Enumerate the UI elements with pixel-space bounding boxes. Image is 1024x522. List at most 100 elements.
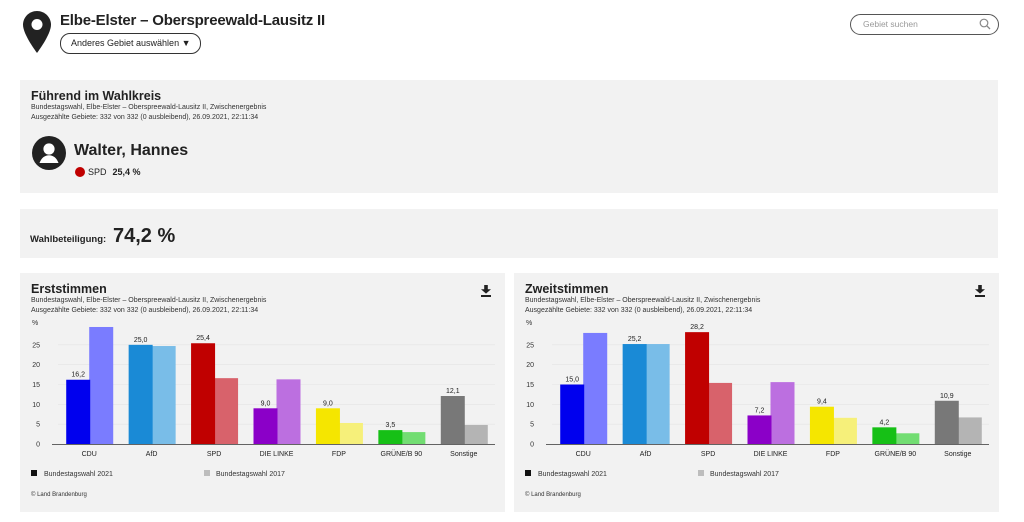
party-color-dot (75, 167, 85, 177)
legend-label: Bundestagswahl 2017 (216, 471, 285, 478)
zweitstimmen-chart: % 0 5 10 15 20 25 15,0 CDU 25,2 AfD 28,2 SPD 7,2 DIE L… (525, 320, 989, 478)
leading-title: Führend im Wahlkreis (31, 89, 162, 103)
copyright: © Land Brandenburg (525, 492, 581, 498)
map-pin-icon (23, 11, 51, 53)
y-axis-unit: % (32, 320, 38, 327)
chart-counted: Ausgezählte Gebiete: 332 von 332 (0 ausb… (31, 307, 259, 314)
zweitstimmen-panel: Zweitstimmen Bundestagswahl, Elbe-Elster… (514, 273, 999, 512)
leading-subtitle: Bundestagswahl, Elbe-Elster – Oberspreew… (31, 104, 267, 111)
data-label: 25,0 (134, 337, 148, 344)
download-icon[interactable] (975, 285, 985, 297)
data-label: 25,2 (628, 336, 642, 343)
data-label: 3,5 (385, 422, 395, 429)
y-tick-label: 15 (32, 382, 40, 389)
legend-swatch-2021 (31, 470, 37, 476)
bar-2021 (440, 396, 465, 444)
bar-2021 (685, 332, 710, 444)
y-tick-label: 0 (530, 442, 534, 449)
turnout-panel: Wahlbeteiligung: 74,2 % (20, 209, 998, 258)
bar-2017 (832, 417, 857, 444)
bar-2017 (708, 382, 733, 444)
x-tick-label: Sonstige (944, 451, 971, 458)
y-tick-label: 5 (36, 422, 40, 429)
leading-counted: Ausgezählte Gebiete: 332 von 332 (0 ausb… (31, 114, 259, 121)
bar-2021 (315, 408, 340, 444)
candidate-name: Walter, Hannes (74, 142, 189, 159)
data-label: 9,0 (261, 400, 271, 407)
x-tick-label: FDP (332, 451, 346, 458)
copyright: © Land Brandenburg (31, 492, 87, 498)
page-title: Elbe-Elster – Oberspreewald-Lausitz II (60, 12, 325, 29)
bar-2021 (191, 343, 216, 444)
select-area-button[interactable]: Anderes Gebiet auswählen ▼ (60, 33, 202, 54)
turnout-label: Wahlbeteiligung: (30, 234, 107, 245)
search-input[interactable]: Gebiet suchen (850, 14, 999, 35)
data-label: 28,2 (690, 324, 704, 331)
bar-2017 (645, 344, 670, 444)
legend-swatch-2017 (698, 470, 704, 476)
bar-2021 (622, 344, 647, 444)
bar-2017 (463, 424, 488, 444)
bar-2017 (214, 378, 239, 444)
x-tick-label: FDP (826, 451, 840, 458)
bar-2021 (809, 406, 834, 444)
y-tick-label: 25 (32, 342, 40, 349)
data-label: 15,0 (565, 377, 579, 384)
download-icon[interactable] (481, 285, 491, 297)
search-placeholder: Gebiet suchen (863, 19, 918, 29)
x-tick-label: SPD (701, 451, 715, 458)
y-tick-label: 0 (36, 442, 40, 449)
legend-swatch-2021 (525, 470, 531, 476)
bar-2021 (378, 430, 403, 444)
candidate-party: SPD 25,4 % (75, 167, 141, 177)
x-tick-label: CDU (576, 451, 591, 458)
search-icon[interactable] (979, 18, 991, 30)
x-tick-label: DIE LINKE (260, 451, 294, 458)
x-tick-label: CDU (82, 451, 97, 458)
bar-2021 (128, 344, 153, 444)
bar-2017 (89, 326, 114, 444)
legend-swatch-2017 (204, 470, 210, 476)
bar-2021 (872, 427, 897, 444)
bar-2017 (895, 433, 920, 444)
y-tick-label: 10 (526, 402, 534, 409)
data-label: 7,2 (755, 407, 765, 414)
data-label: 9,4 (817, 399, 827, 406)
x-tick-label: DIE LINKE (754, 451, 788, 458)
bar-2021 (934, 400, 959, 444)
x-tick-label: GRÜNE/B 90 (381, 450, 423, 458)
bar-2017 (276, 379, 301, 444)
legend-label: Bundestagswahl 2021 (44, 471, 113, 478)
chart-counted: Ausgezählte Gebiete: 332 von 332 (0 ausb… (525, 307, 753, 314)
x-tick-label: GRÜNE/B 90 (875, 450, 917, 458)
data-label: 10,9 (940, 393, 954, 400)
data-label: 4,2 (879, 419, 889, 426)
x-tick-label: SPD (207, 451, 221, 458)
y-tick-label: 20 (32, 362, 40, 369)
bar-2017 (401, 432, 426, 444)
bar-2017 (338, 422, 363, 444)
x-tick-label: AfD (146, 451, 158, 458)
legend-label: Bundestagswahl 2021 (538, 471, 607, 478)
y-tick-label: 25 (526, 342, 534, 349)
y-axis-unit: % (526, 320, 532, 327)
bar-2017 (151, 346, 176, 444)
y-tick-label: 10 (32, 402, 40, 409)
data-label: 16,2 (71, 372, 85, 379)
data-label: 12,1 (446, 388, 460, 395)
erststimmen-chart: % 0 5 10 15 20 25 16,2 CDU 25,0 AfD 25,4 SPD 9,0 DIE L… (31, 320, 495, 478)
bar-2017 (957, 417, 982, 444)
bar-2021 (560, 384, 585, 444)
legend-label: Bundestagswahl 2017 (710, 471, 779, 478)
y-tick-label: 5 (530, 422, 534, 429)
party-share: 25,4 % (112, 167, 141, 177)
data-label: 9,0 (323, 400, 333, 407)
bar-2021 (66, 379, 91, 444)
chart-subtitle: Bundestagswahl, Elbe-Elster – Oberspreew… (31, 297, 267, 304)
turnout-value: 74,2 % (113, 225, 176, 247)
chart-subtitle: Bundestagswahl, Elbe-Elster – Oberspreew… (525, 297, 761, 304)
data-label: 25,4 (196, 335, 210, 342)
chart-title: Erststimmen (31, 282, 107, 296)
avatar-icon (32, 136, 66, 170)
x-tick-label: AfD (640, 451, 652, 458)
